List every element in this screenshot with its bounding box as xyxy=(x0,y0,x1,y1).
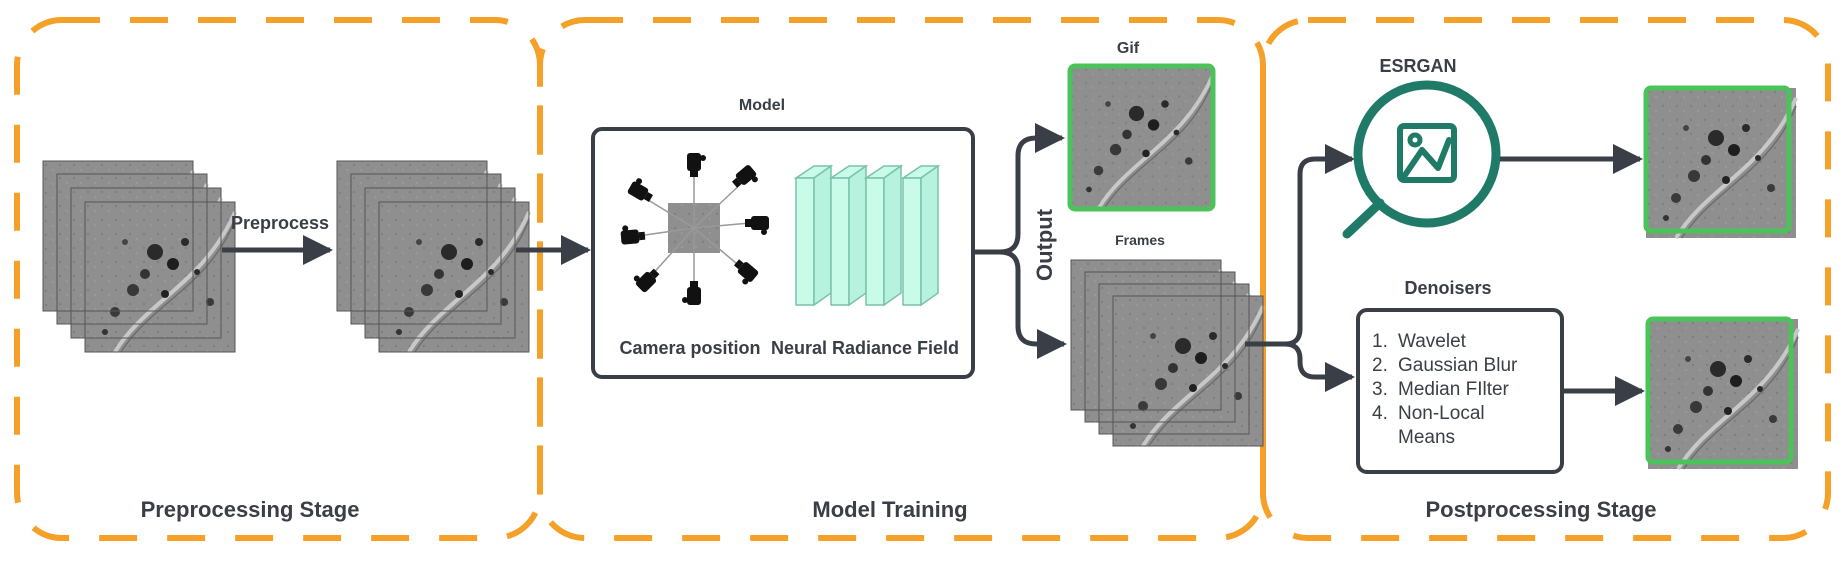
gif-label: Gif xyxy=(1117,40,1140,57)
postprocessing-stage-label: Postprocessing Stage xyxy=(1425,497,1656,522)
denoised-output-image xyxy=(1645,316,1800,471)
camera-position-label: Camera position xyxy=(619,338,760,358)
nerf-layer xyxy=(863,164,904,307)
output-label: Output xyxy=(1032,208,1057,281)
preprocessed-image xyxy=(377,200,531,354)
denoiser-item: Median FIlter xyxy=(1398,379,1510,400)
denoiser-num: 2. xyxy=(1372,355,1388,376)
frame-image xyxy=(1111,294,1265,448)
input-image-stack xyxy=(41,159,237,354)
frames-stack xyxy=(1069,258,1265,448)
stage-frames xyxy=(14,17,1831,541)
nerf-graphic xyxy=(793,164,941,307)
nerf-layer xyxy=(900,164,941,307)
preprocessing-stage-label: Preprocessing Stage xyxy=(141,497,360,522)
denoiser-num: 3. xyxy=(1372,379,1388,400)
denoisers-list: 1. Wavelet 2. Gaussian Blur 3. Median FI… xyxy=(1372,331,1518,448)
postprocess-branch xyxy=(1245,144,1355,392)
camera-position-graphic xyxy=(619,153,769,305)
preprocess-label: Preprocess xyxy=(231,213,329,233)
esrgan-label: ESRGAN xyxy=(1379,56,1456,76)
denoiser-num: 1. xyxy=(1372,331,1388,352)
postprocessing-stage-frame xyxy=(1260,17,1831,541)
denoiser-num: 4. xyxy=(1372,403,1388,424)
nerf-label: Neural Radiance Field xyxy=(771,338,959,358)
denoiser-item: Non-Local xyxy=(1398,403,1485,424)
frames-label: Frames xyxy=(1115,232,1165,248)
denoiser-item-continued: Means xyxy=(1398,427,1455,448)
denoiser-item: Wavelet xyxy=(1398,331,1467,352)
preprocessed-image-stack xyxy=(335,159,531,354)
nerf-layer xyxy=(793,164,834,307)
denoisers-title: Denoisers xyxy=(1404,278,1491,298)
output-branch xyxy=(973,123,1067,359)
denoiser-item: Gaussian Blur xyxy=(1398,355,1518,376)
model-title: Model xyxy=(739,97,785,114)
input-image xyxy=(83,200,237,354)
nerf-layer xyxy=(828,164,869,307)
zoom-image-icon xyxy=(1342,80,1501,239)
esrgan-output-image xyxy=(1643,85,1798,240)
training-stage-label: Model Training xyxy=(812,497,967,522)
gif-image xyxy=(1067,63,1216,212)
